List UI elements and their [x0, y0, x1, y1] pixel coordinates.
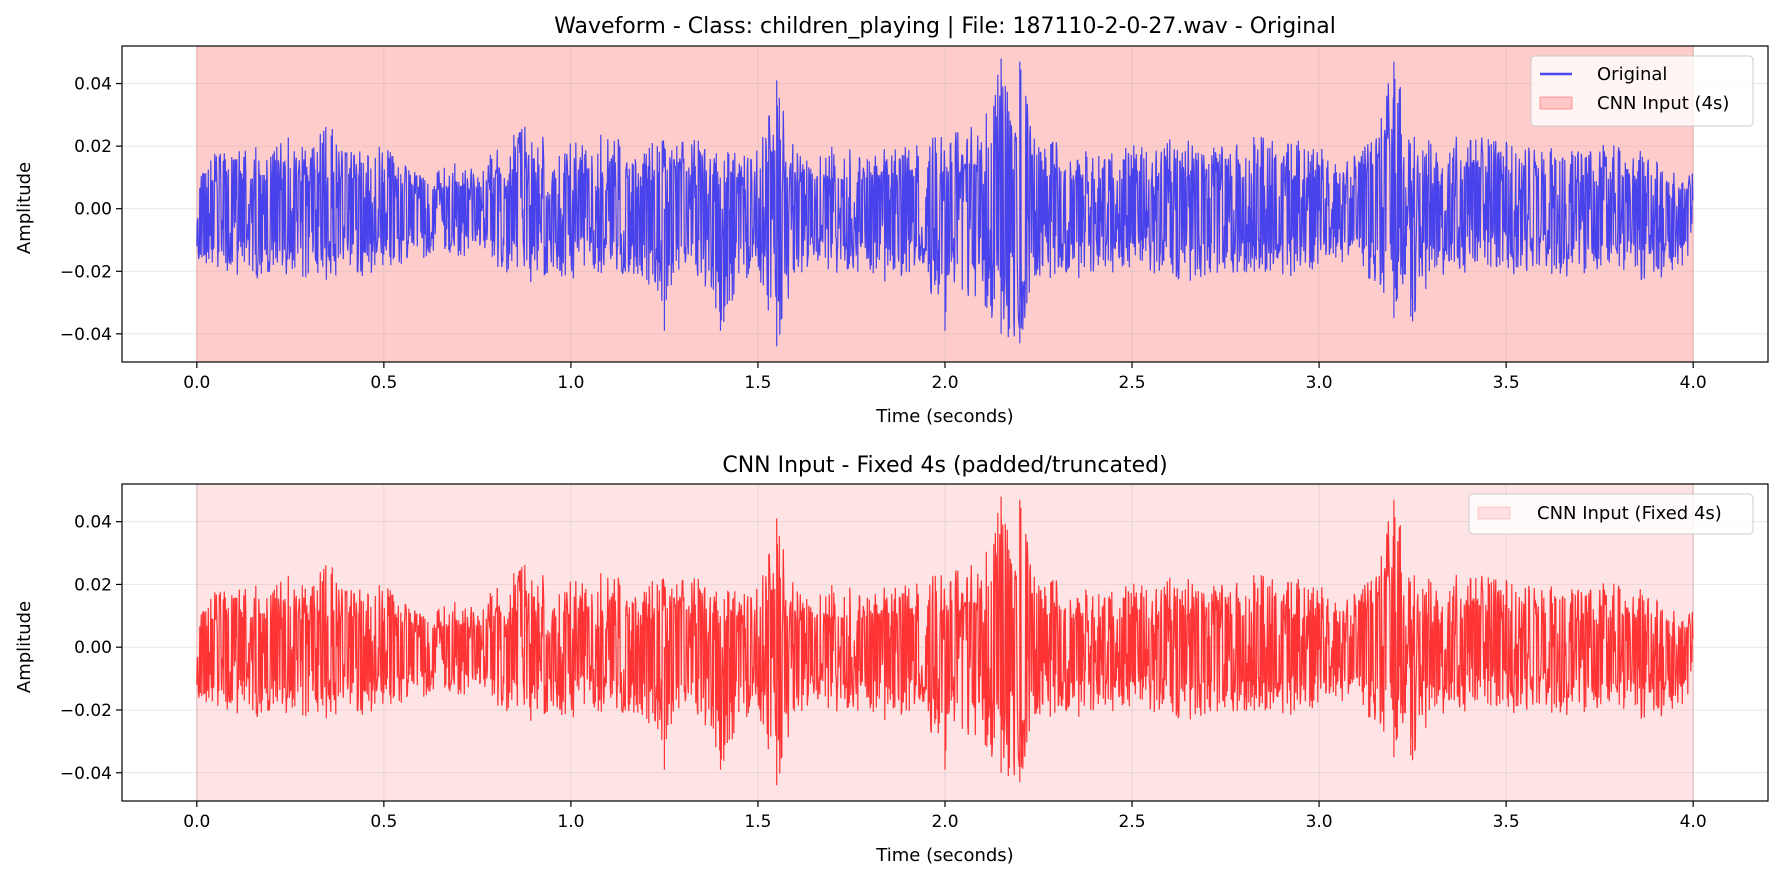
- x-tick-label-cnn-input-6: 3.0: [1306, 812, 1333, 832]
- legend-cnn-input: CNN Input (Fixed 4s): [1468, 493, 1754, 535]
- y-tick-label-original-4: 0.04: [74, 75, 112, 95]
- y-axis-label-cnn-input: Amplitude: [14, 601, 35, 693]
- legend-label-original: Original: [1597, 64, 1667, 85]
- x-tick-label-cnn-input-8: 4.0: [1680, 812, 1707, 832]
- x-axis-label-cnn-input: Time (seconds): [875, 845, 1013, 866]
- legend-box-cnn-input: [1468, 493, 1754, 535]
- x-tick-label-original-1: 0.5: [370, 373, 397, 393]
- x-tick-label-cnn-input-0: 0.0: [183, 812, 210, 832]
- y-tick-label-original-0: −0.04: [60, 325, 112, 345]
- x-tick-label-original-5: 2.5: [1119, 373, 1146, 393]
- legend-label-cnn-input-fixed: CNN Input (Fixed 4s): [1537, 503, 1722, 524]
- x-tick-label-cnn-input-2: 1.0: [557, 812, 584, 832]
- x-tick-label-original-2: 1.0: [557, 373, 584, 393]
- plot-area-original: 0.0 0.5 1.0 1.5 2.0 2.5 3.0 3.5 4.0 −0.04 −0.02 0.0…: [60, 45, 1769, 393]
- legend-handle-cnn-input-fixed: [1477, 506, 1511, 520]
- plot-area-cnn-input: 0.0 0.5 1.0 1.5 2.0 2.5 3.0 3.5 4.0 −0.04 −0.02 0.0…: [60, 483, 1769, 832]
- y-tick-label-original-1: −0.02: [60, 262, 112, 282]
- waveform-line-original: [196, 58, 1694, 347]
- y-tick-label-original-3: 0.02: [74, 137, 112, 157]
- x-tick-label-original-6: 3.0: [1306, 373, 1333, 393]
- y-tick-label-cnn-input-4: 0.04: [74, 513, 112, 533]
- chart-title-original: Waveform - Class: children_playing | Fil…: [554, 14, 1336, 39]
- x-tick-label-original-0: 0.0: [183, 373, 210, 393]
- legend-handle-cnn-input: [1539, 96, 1573, 110]
- x-tick-label-cnn-input-1: 0.5: [370, 812, 397, 832]
- x-tick-label-cnn-input-7: 3.5: [1493, 812, 1520, 832]
- y-tick-label-cnn-input-1: −0.02: [60, 701, 112, 721]
- x-tick-label-cnn-input-5: 2.5: [1119, 812, 1146, 832]
- chart-title-cnn-input: CNN Input - Fixed 4s (padded/truncated): [722, 453, 1167, 478]
- x-tick-label-cnn-input-3: 1.5: [744, 812, 771, 832]
- y-tick-label-cnn-input-2: 0.00: [74, 638, 112, 658]
- y-tick-label-cnn-input-0: −0.04: [60, 764, 112, 784]
- y-tick-label-original-2: 0.00: [74, 200, 112, 220]
- subplot-cnn-input: CNN Input - Fixed 4s (padded/truncated) …: [14, 453, 1769, 866]
- legend-label-cnn-input: CNN Input (4s): [1597, 93, 1729, 114]
- x-tick-label-cnn-input-4: 2.0: [931, 812, 958, 832]
- subplot-original: Waveform - Class: children_playing | Fil…: [14, 14, 1769, 427]
- legend-original: Original CNN Input (4s): [1530, 55, 1754, 127]
- waveform-line-cnn-input: [196, 496, 1694, 786]
- y-axis-label-original: Amplitude: [14, 162, 35, 254]
- x-axis-label-original: Time (seconds): [875, 406, 1013, 427]
- y-tick-label-cnn-input-3: 0.02: [74, 575, 112, 595]
- legend-box-original: [1530, 55, 1754, 127]
- x-tick-label-original-8: 4.0: [1680, 373, 1707, 393]
- x-tick-label-original-4: 2.0: [931, 373, 958, 393]
- x-tick-label-original-3: 1.5: [744, 373, 771, 393]
- x-tick-label-original-7: 3.5: [1493, 373, 1520, 393]
